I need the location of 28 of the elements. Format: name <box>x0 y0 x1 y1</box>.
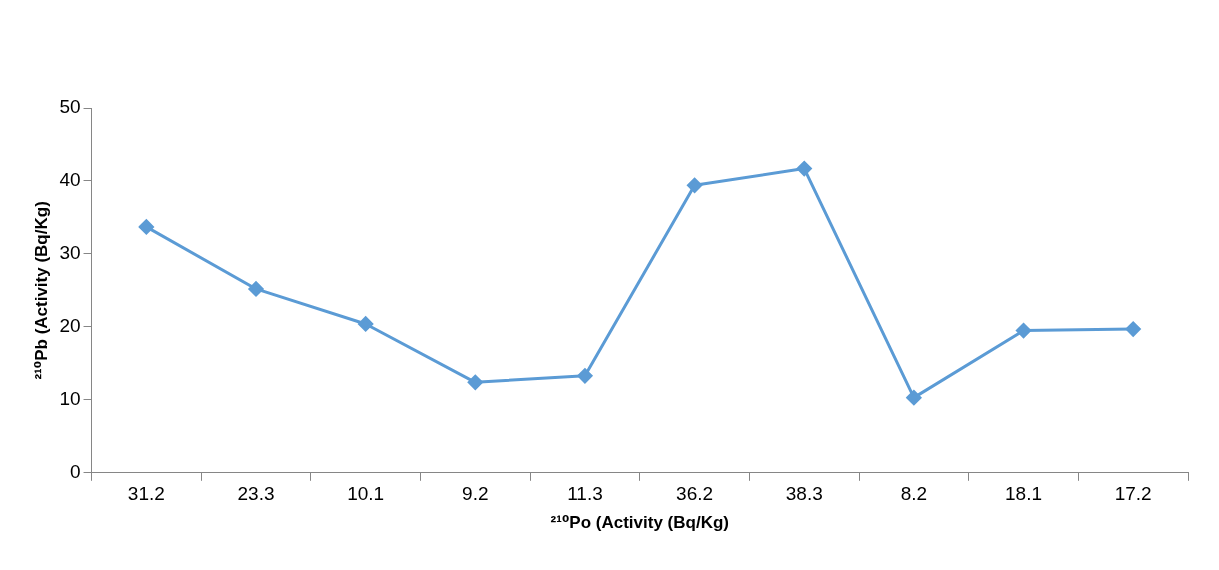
point <box>138 219 154 235</box>
point <box>906 390 922 406</box>
point <box>577 368 593 384</box>
y-tick-label: 20 <box>59 315 81 337</box>
x-tick-label: 11.3 <box>567 483 603 505</box>
x-axis-title: ²¹⁰Po (Activity (Bq/Kg) <box>550 513 729 533</box>
point <box>1016 323 1032 339</box>
x-tick-label: 23.3 <box>237 483 275 505</box>
x-tick-label: 8.2 <box>900 483 928 505</box>
y-tick-label: 10 <box>59 388 81 410</box>
y-tick-label: 50 <box>59 96 81 118</box>
point <box>358 316 374 332</box>
x-tick-label: 38.3 <box>785 483 823 505</box>
x-tick-label: 9.2 <box>462 483 489 505</box>
y-tick-label: 0 <box>69 461 81 483</box>
y-tick-label: 40 <box>59 169 81 191</box>
x-tick-label: 18.1 <box>1005 483 1043 505</box>
point <box>796 161 812 177</box>
x-tick-label: 36.2 <box>676 483 714 505</box>
point <box>687 177 703 193</box>
x-tick-label: 17.2 <box>1114 483 1152 505</box>
y-axis-title: ²¹⁰Pb (Activity (Bq/Kg) <box>31 201 51 380</box>
point <box>1125 321 1141 337</box>
point <box>467 374 483 390</box>
x-tick-label: 31.2 <box>127 483 165 505</box>
point <box>248 281 264 297</box>
x-tick-label: 10.1 <box>347 483 385 505</box>
y-tick-label: 30 <box>59 242 81 264</box>
